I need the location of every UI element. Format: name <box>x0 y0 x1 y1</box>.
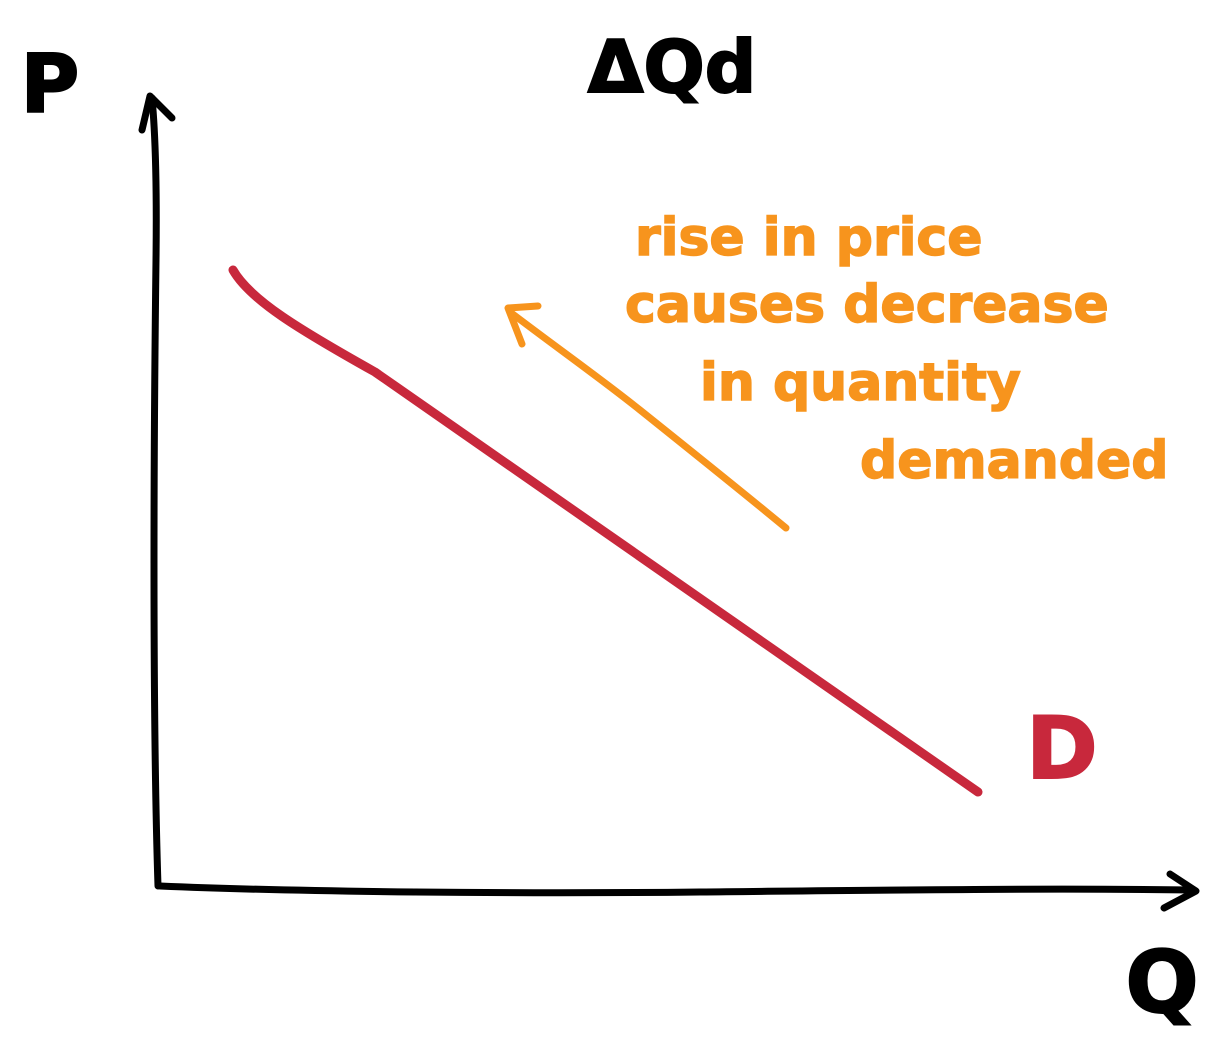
annotation-line-2: causes decrease <box>625 275 1109 335</box>
movement-arrow <box>506 308 790 532</box>
x-axis-arrowhead <box>1160 870 1200 912</box>
x-axis-label: Q <box>1125 933 1198 1033</box>
y-axis-arrowhead <box>138 92 176 134</box>
annotation-line-3: in quantity <box>700 353 1021 413</box>
y-axis <box>148 94 162 890</box>
annotation-line-1: rise in price <box>635 208 983 268</box>
annotation-line-4: demanded <box>860 431 1169 491</box>
y-axis-label: P <box>21 38 80 131</box>
x-axis <box>156 882 1196 897</box>
movement-arrow-head <box>504 302 542 348</box>
diagram-title: ΔQd <box>588 25 756 109</box>
demand-curve <box>228 265 983 797</box>
demand-curve-label: D <box>1026 699 1097 799</box>
annotation: rise in price causes decrease in quantit… <box>624 207 1169 492</box>
